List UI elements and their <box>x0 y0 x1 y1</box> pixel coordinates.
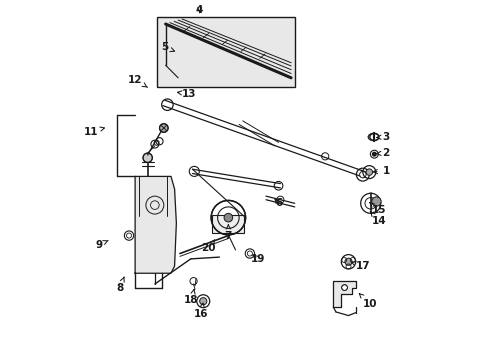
Text: 4: 4 <box>196 5 203 15</box>
Text: 5: 5 <box>161 42 174 52</box>
Text: 6: 6 <box>274 198 282 208</box>
Text: 17: 17 <box>351 261 369 271</box>
Circle shape <box>366 169 372 175</box>
Circle shape <box>371 197 380 206</box>
Text: 15: 15 <box>369 203 386 216</box>
Circle shape <box>372 152 375 156</box>
Circle shape <box>344 258 351 265</box>
Text: 8: 8 <box>116 277 124 293</box>
Circle shape <box>159 124 168 132</box>
Text: 1: 1 <box>372 166 389 176</box>
Text: 19: 19 <box>250 254 265 264</box>
Polygon shape <box>135 176 176 273</box>
Text: 18: 18 <box>184 289 198 305</box>
Text: 7: 7 <box>224 225 232 240</box>
Circle shape <box>142 153 152 162</box>
Circle shape <box>199 298 206 305</box>
Bar <box>156 17 294 87</box>
Text: 20: 20 <box>201 240 215 253</box>
Circle shape <box>359 171 366 178</box>
Circle shape <box>247 251 252 256</box>
Text: 14: 14 <box>369 211 386 226</box>
Text: 11: 11 <box>83 127 104 136</box>
Text: 10: 10 <box>359 294 377 309</box>
Circle shape <box>224 213 232 222</box>
Text: 16: 16 <box>193 303 207 319</box>
Text: 3: 3 <box>376 132 389 142</box>
Text: 12: 12 <box>128 75 147 87</box>
Polygon shape <box>333 281 355 307</box>
Circle shape <box>341 285 346 291</box>
Text: 2: 2 <box>376 148 389 158</box>
Circle shape <box>126 233 131 238</box>
Text: 9: 9 <box>96 239 108 249</box>
Bar <box>212 215 244 233</box>
Text: 13: 13 <box>177 89 196 99</box>
